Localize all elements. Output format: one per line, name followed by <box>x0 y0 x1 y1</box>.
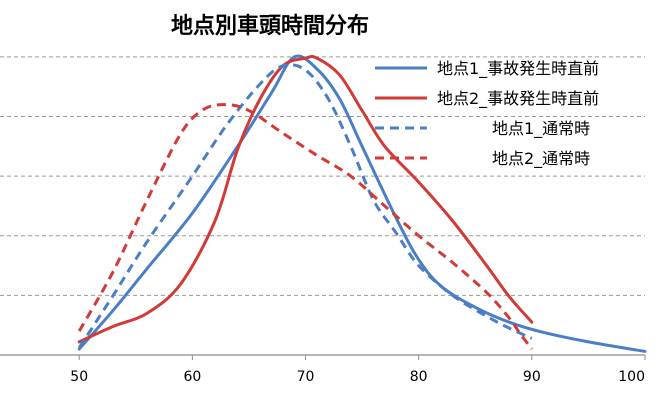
x-tick-label-4: 90 <box>523 369 541 385</box>
series-line-3 <box>77 103 534 350</box>
series-line-2 <box>77 63 533 349</box>
legend-label-3: 地点2_通常時 <box>492 149 590 169</box>
x-tick-label-3: 80 <box>410 369 428 385</box>
series-line-1 <box>77 55 534 344</box>
legend-label-0: 地点1_事故発生時直前 <box>437 59 599 79</box>
legend-label-1: 地点2_事故発生時直前 <box>437 89 599 109</box>
chart-title: 地点別車頭時間分布 <box>170 14 369 39</box>
x-tick-label-5: 100 <box>618 369 645 385</box>
series-layer <box>77 54 647 353</box>
legend-label-2: 地点1_通常時 <box>492 119 590 139</box>
axis-layer: 50 60 70 80 90 100 <box>0 354 646 385</box>
series-line-0 <box>77 54 647 353</box>
x-tick-label-1: 60 <box>183 369 201 385</box>
grid-layer <box>0 56 645 296</box>
x-tick-label-0: 50 <box>70 369 88 385</box>
x-tick-label-2: 70 <box>297 369 315 385</box>
